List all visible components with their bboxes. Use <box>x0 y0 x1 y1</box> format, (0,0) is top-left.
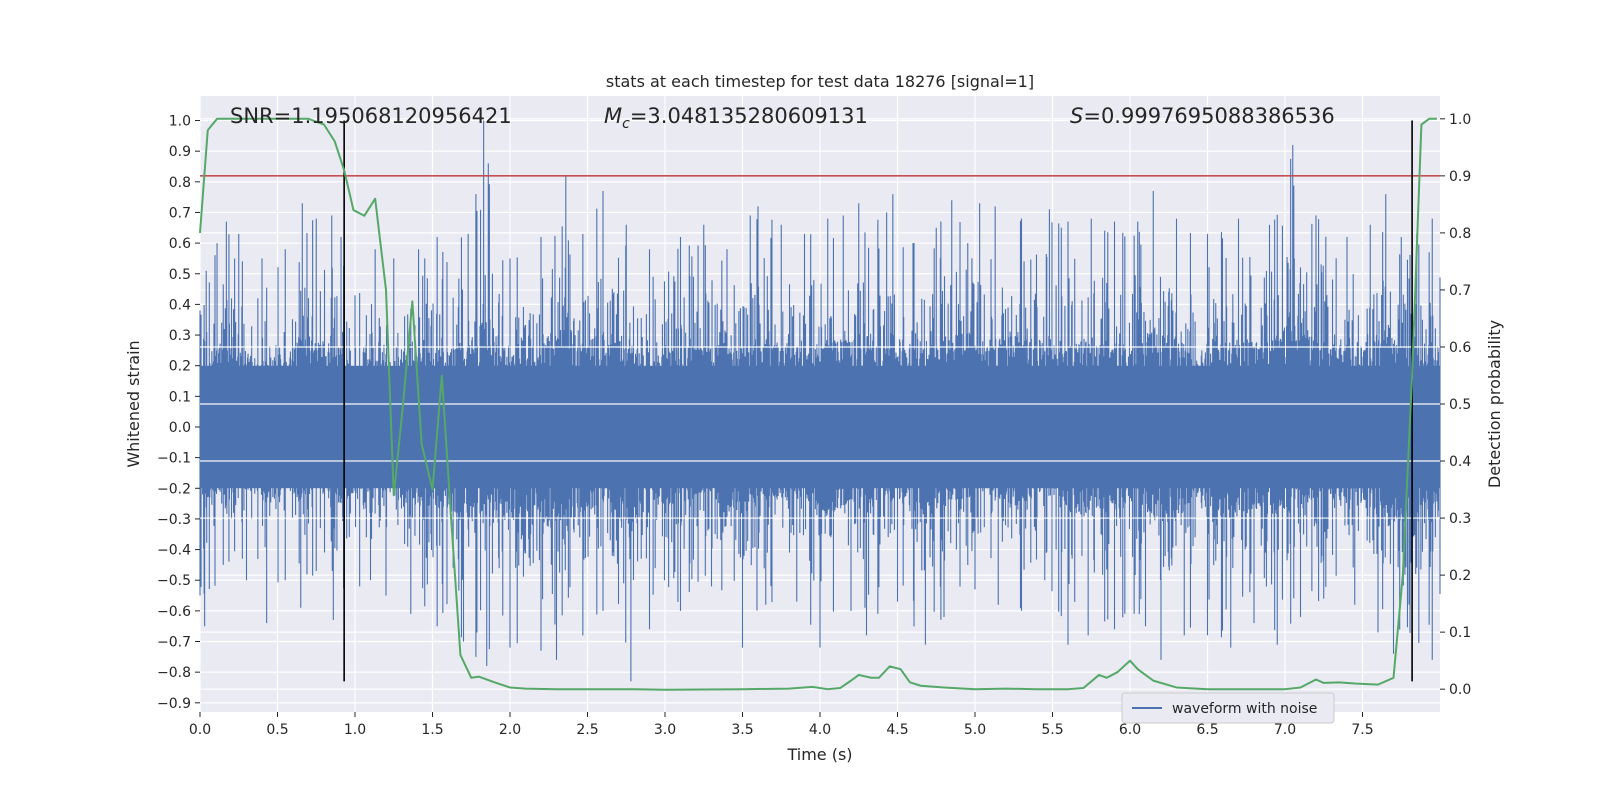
left-y-tick-label: −0.3 <box>157 512 191 528</box>
score-annotation: S=0.9997695088386536 <box>1070 104 1335 128</box>
left-y-axis-ticks: −0.9 −0.8 −0.7 −0.6 −0.5 −0.4 −0.3 −0.2 −0.1 0.0 0… <box>157 114 200 712</box>
x-tick-label: 4.0 <box>809 722 831 738</box>
right-y-tick-label: 0.7 <box>1449 283 1471 299</box>
detection-probability-line <box>199 117 1437 691</box>
chirp-mass-value: =3.048135280609131 <box>630 104 868 128</box>
left-y-tick-label: 0.9 <box>169 144 191 160</box>
right-y-tick-label: 1.0 <box>1449 112 1471 128</box>
right-y-tick-label: 0.1 <box>1449 625 1471 641</box>
x-tick-label: 3.0 <box>654 722 676 738</box>
left-y-tick-label: 0.2 <box>169 359 191 375</box>
right-y-tick-label: 0.0 <box>1449 682 1471 698</box>
left-y-tick-label: −0.7 <box>157 635 191 651</box>
probability-series <box>199 117 1437 691</box>
right-y-tick-label: 0.8 <box>1449 226 1471 242</box>
score-value: =0.9997695088386536 <box>1083 104 1334 128</box>
left-y-tick-label: 0.6 <box>169 236 191 252</box>
x-tick-label: 3.5 <box>731 722 753 738</box>
x-tick-label: 7.0 <box>1274 722 1296 738</box>
x-tick-label: 2.5 <box>576 722 598 738</box>
overlay-lines <box>200 120 1440 682</box>
right-y-tick-label: 0.4 <box>1449 454 1471 470</box>
left-y-tick-label: 0.1 <box>169 389 191 405</box>
right-y-axis-label: Detection probability <box>1485 320 1504 488</box>
left-y-tick-label: 0.0 <box>169 420 191 436</box>
legend-box <box>1121 692 1335 724</box>
chirp-mass-annotation: Mc=3.048135280609131 <box>604 104 868 132</box>
x-tick-label: 1.0 <box>344 722 366 738</box>
chirp-mass-symbol: M <box>604 104 622 128</box>
x-tick-label: 4.5 <box>886 722 908 738</box>
left-y-tick-label: 1.0 <box>169 114 191 130</box>
right-y-axis-ticks: 0.0 0.1 0.2 0.3 0.4 0.5 0.6 0.7 0.8 0.9 1.0 <box>1440 112 1471 698</box>
right-y-tick-label: 0.2 <box>1449 568 1471 584</box>
x-tick-label: 7.5 <box>1351 722 1373 738</box>
legend-entry-waveform: waveform with noise <box>1172 701 1317 717</box>
x-tick-label: 6.0 <box>1119 722 1141 738</box>
x-tick-label: 2.0 <box>499 722 521 738</box>
left-y-tick-label: −0.2 <box>157 481 191 497</box>
x-tick-label: 6.5 <box>1196 722 1218 738</box>
right-y-tick-label: 0.3 <box>1449 511 1471 527</box>
x-tick-label: 1.5 <box>421 722 443 738</box>
x-tick-label: 5.5 <box>1041 722 1063 738</box>
left-y-tick-label: 0.5 <box>169 267 191 283</box>
left-y-tick-label: −0.5 <box>157 573 191 589</box>
x-tick-label: 5.0 <box>964 722 986 738</box>
left-y-tick-label: −0.6 <box>157 604 191 620</box>
left-y-tick-label: 0.7 <box>169 205 191 221</box>
x-tick-label: 0.0 <box>189 722 211 738</box>
x-tick-label: 0.5 <box>266 722 288 738</box>
right-y-tick-label: 0.5 <box>1449 397 1471 413</box>
left-y-axis-label: Whitened strain <box>124 340 143 467</box>
left-y-tick-label: 0.8 <box>169 175 191 191</box>
left-y-tick-label: −0.8 <box>157 665 191 681</box>
chirp-mass-subscript: c <box>622 116 630 132</box>
left-y-tick-label: −0.4 <box>157 543 191 559</box>
left-y-tick-label: −0.9 <box>157 696 191 712</box>
right-y-tick-label: 0.6 <box>1449 340 1471 356</box>
left-y-tick-label: 0.3 <box>169 328 191 344</box>
score-symbol: S <box>1070 104 1083 128</box>
legend: waveform with noise <box>1121 692 1335 724</box>
x-axis-label: Time (s) <box>786 745 852 764</box>
left-y-tick-label: −0.1 <box>157 451 191 467</box>
x-axis-ticks: 0.0 0.5 1.0 1.5 2.0 2.5 3.0 3.5 4.0 4.5 5.0 5.5 6.0 6… <box>189 712 1374 738</box>
right-y-tick-label: 0.9 <box>1449 169 1471 185</box>
waveform-core <box>200 365 1440 489</box>
left-y-tick-label: 0.4 <box>169 297 191 313</box>
chart-title: stats at each timestep for test data 182… <box>606 72 1034 91</box>
snr-annotation: SNR=1.195068120956421 <box>230 104 512 128</box>
